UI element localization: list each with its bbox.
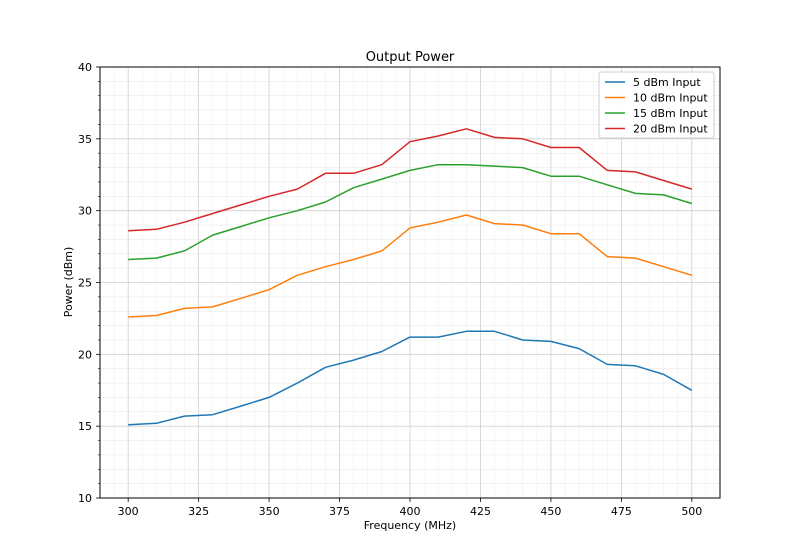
x-tick-label: 350 xyxy=(259,505,280,518)
series-line-2 xyxy=(128,214,693,318)
x-tick-label: 425 xyxy=(470,505,491,518)
y-tick-label: 25 xyxy=(78,277,92,290)
y-tick-label: 35 xyxy=(78,133,92,146)
major-grid xyxy=(100,66,720,499)
legend: 5 dBm Input 10 dBm Input 15 dBm Input 20 dB… xyxy=(598,71,715,139)
legend-box xyxy=(598,71,715,139)
y-axis-label: Power (dBm) xyxy=(62,247,75,318)
chart-title: Output Power xyxy=(366,50,455,65)
y-tick-label: 30 xyxy=(78,205,92,218)
series-line-1 xyxy=(128,330,693,426)
x-tick-label: 500 xyxy=(681,505,702,518)
y-tick-label: 10 xyxy=(78,492,92,505)
y-tick-label: 15 xyxy=(78,420,92,433)
legend-label: 15 dBm Input xyxy=(633,107,708,120)
y-tick-label: 20 xyxy=(78,348,92,361)
series-layer xyxy=(128,128,693,426)
x-tick-label: 400 xyxy=(400,505,421,518)
legend-label: 5 dBm Input xyxy=(633,76,701,89)
x-tick-label: 375 xyxy=(329,505,350,518)
axis-ticks: 300 325 350 375 400 425 450 475 500 10 15 20 25 30 35 4… xyxy=(78,61,702,518)
x-tick-label: 300 xyxy=(118,505,139,518)
series-line-3 xyxy=(128,163,693,261)
y-tick-label: 40 xyxy=(78,61,92,74)
x-tick-label: 475 xyxy=(611,505,632,518)
x-tick-label: 450 xyxy=(540,505,561,518)
series-line-4 xyxy=(128,128,693,232)
x-axis-label: Frequency (MHz) xyxy=(364,519,456,532)
legend-label: 20 dBm Input xyxy=(633,123,708,136)
legend-label: 10 dBm Input xyxy=(633,92,708,105)
x-tick-label: 325 xyxy=(188,505,209,518)
